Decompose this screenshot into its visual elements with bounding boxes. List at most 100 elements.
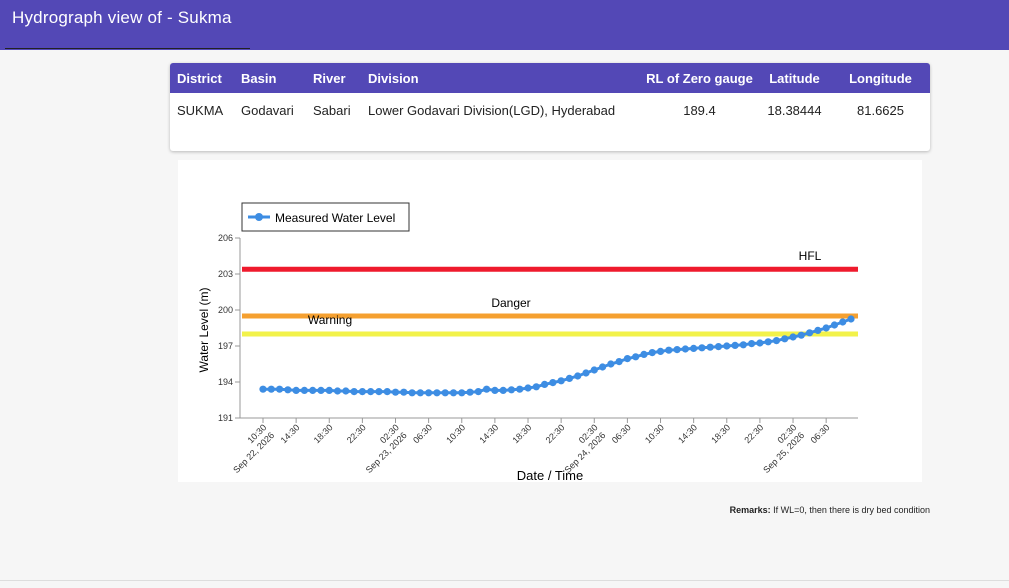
x-tick-label: 10:30 xyxy=(444,422,467,445)
data-point xyxy=(540,380,549,388)
data-point xyxy=(673,346,681,354)
data-point xyxy=(333,387,342,395)
x-tick-label: 06:30 xyxy=(809,422,832,445)
data-point xyxy=(598,363,607,371)
data-point xyxy=(781,335,789,343)
data-point xyxy=(292,386,300,394)
data-point xyxy=(491,386,499,394)
cell-basin: Godavari xyxy=(241,102,294,118)
legend-swatch-marker xyxy=(255,213,263,221)
data-point xyxy=(524,384,532,392)
column-header-longitude: Longitude xyxy=(831,63,930,93)
chart-legend[interactable]: Measured Water Level xyxy=(241,202,410,232)
data-point xyxy=(267,385,275,393)
x-tick-label: 14:30 xyxy=(676,422,699,445)
data-point xyxy=(284,386,292,394)
x-tick-label-line: 06:30 xyxy=(809,422,832,445)
data-point xyxy=(367,388,375,396)
x-tick-label-line: 22:30 xyxy=(742,422,765,445)
data-point xyxy=(830,321,839,329)
data-point xyxy=(764,338,772,346)
data-point xyxy=(342,387,350,395)
data-point xyxy=(433,389,441,397)
threshold-lines: HFL Danger Warning xyxy=(242,249,858,337)
data-point xyxy=(408,389,416,397)
data-point xyxy=(557,377,565,385)
series-measured-water-level xyxy=(259,315,855,397)
data-point xyxy=(681,345,689,353)
column-header-river: River xyxy=(306,63,361,93)
data-point xyxy=(814,326,822,334)
data-point xyxy=(549,379,557,387)
data-point xyxy=(756,339,764,347)
data-point xyxy=(789,333,797,341)
x-tick-label-line: 22:30 xyxy=(345,422,368,445)
data-point xyxy=(590,366,598,374)
x-tick-label: 22:30 xyxy=(742,422,765,445)
data-point xyxy=(516,385,524,393)
x-tick-label: 06:30 xyxy=(411,422,434,445)
x-tick-label: 10:30 xyxy=(643,422,666,445)
x-tick-label-line: 06:30 xyxy=(411,422,434,445)
cell-division: Lower Godavari Division(LGD), Hyderabad xyxy=(368,102,616,118)
x-tick-label-line: 14:30 xyxy=(279,422,302,445)
data-point xyxy=(772,337,781,345)
x-tick-label-line: 22:30 xyxy=(544,422,567,445)
data-point xyxy=(458,389,466,397)
data-point xyxy=(723,342,731,350)
x-tick-label: 06:30 xyxy=(610,422,633,445)
data-point xyxy=(441,389,449,397)
remarks-label: Remarks: xyxy=(729,505,771,515)
x-tick-label-line: 18:30 xyxy=(312,422,335,445)
cell-latitude: 18.38444 xyxy=(767,102,822,118)
data-point xyxy=(499,386,507,394)
data-point xyxy=(665,346,673,354)
x-tick-label-line: 14:30 xyxy=(676,422,699,445)
data-point xyxy=(400,388,408,396)
data-point xyxy=(425,389,433,397)
data-point xyxy=(615,358,623,366)
data-point xyxy=(383,388,391,396)
cell-district: SUKMA xyxy=(177,102,224,118)
x-tick-label-line: 10:30 xyxy=(643,422,666,445)
threshold-label-warning: Warning xyxy=(308,313,352,327)
x-tick-label: 22:30 xyxy=(544,422,567,445)
x-tick-label: 14:30 xyxy=(279,422,302,445)
series-line xyxy=(263,317,852,395)
data-point xyxy=(739,341,747,349)
data-point xyxy=(607,360,615,368)
data-point xyxy=(259,385,267,393)
header-bar: Hydrograph view of - Sukma xyxy=(0,0,1009,50)
y-tick-label: 206 xyxy=(218,233,233,243)
remarks-text: If WL=0, then there is dry bed condition xyxy=(773,505,930,515)
x-tick-label: 22:30 xyxy=(345,422,368,445)
data-point xyxy=(847,315,855,323)
cell-longitude: 81.6625 xyxy=(857,102,904,118)
cell-river: Sabari xyxy=(313,102,351,118)
data-point xyxy=(574,372,582,380)
data-point xyxy=(748,340,756,348)
data-point xyxy=(565,374,574,382)
station-info-table: District Basin River Division RL of Zero… xyxy=(170,63,930,127)
data-point xyxy=(317,386,325,394)
data-point xyxy=(532,383,540,391)
y-tick-label: 191 xyxy=(218,413,233,423)
data-point xyxy=(623,355,631,363)
data-point xyxy=(731,341,739,349)
hydrograph-svg: HFL Danger Warning 191 194 197 200 203 206 10:30… xyxy=(197,202,858,483)
table-header-row: District Basin River Division RL of Zero… xyxy=(170,63,930,93)
data-point xyxy=(466,388,474,396)
threshold-label-hfl: HFL xyxy=(799,249,822,263)
x-tick-label-line: 18:30 xyxy=(510,422,533,445)
x-tick-label: 18:30 xyxy=(709,422,732,445)
page-title: Hydrograph view of - Sukma xyxy=(12,8,232,27)
x-tick-label-line: 18:30 xyxy=(709,422,732,445)
data-point xyxy=(375,388,383,396)
x-tick-label-line: 14:30 xyxy=(477,422,500,445)
x-tick-label: 18:30 xyxy=(312,422,335,445)
data-point xyxy=(698,344,706,352)
x-tick-label: 18:30 xyxy=(510,422,533,445)
hydrograph-chart: HFL Danger Warning 191 194 197 200 203 206 10:30… xyxy=(178,160,922,483)
threshold-label-danger: Danger xyxy=(491,296,530,310)
y-tick-label: 197 xyxy=(218,341,233,351)
